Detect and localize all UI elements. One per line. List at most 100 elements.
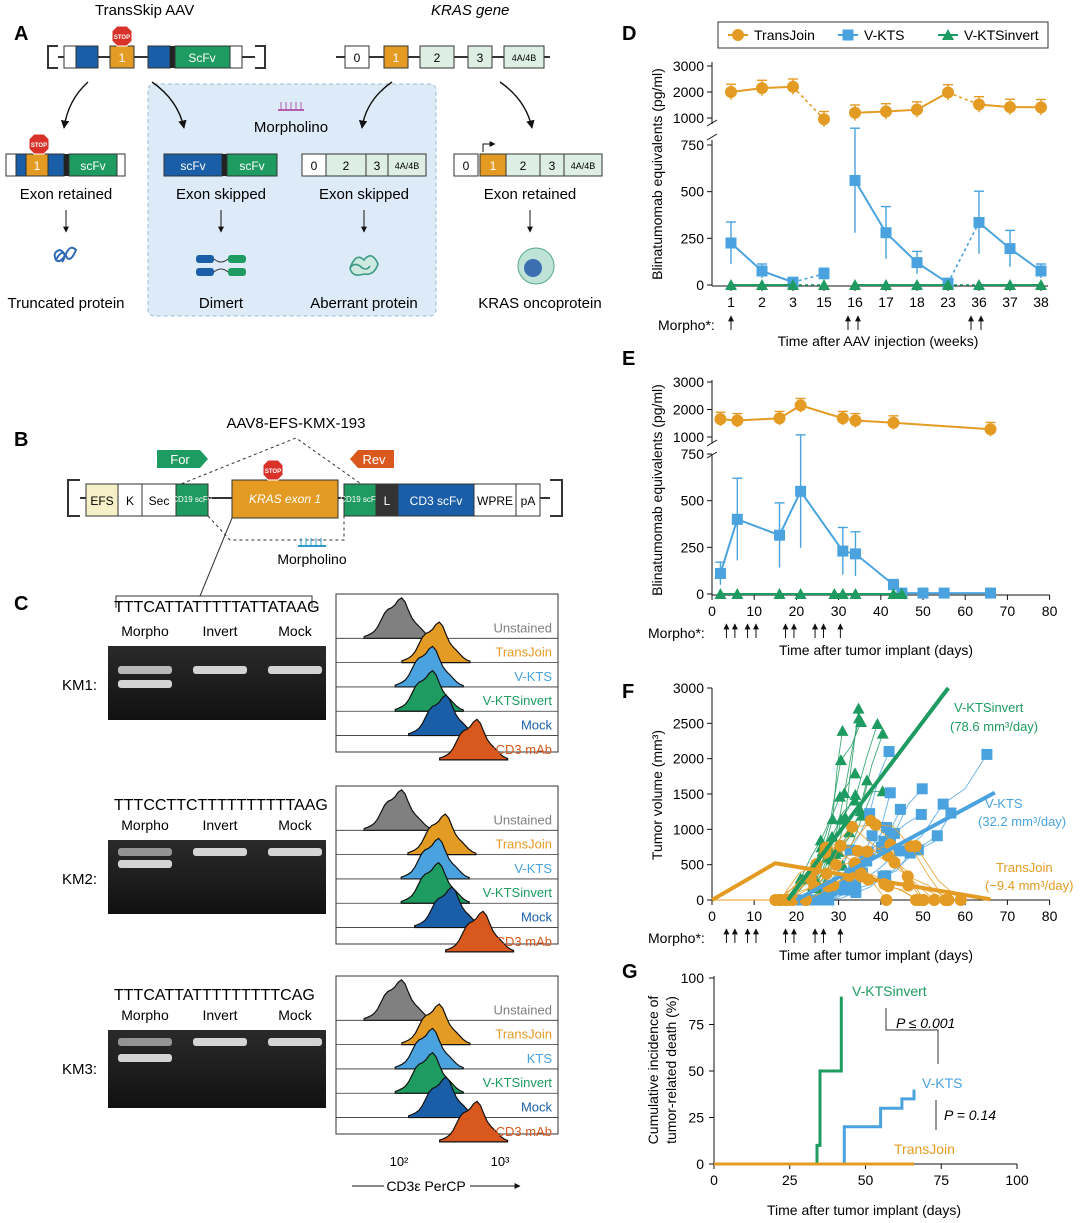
x-tick-label: 20 (789, 603, 805, 619)
seg-l: L (384, 494, 391, 508)
x-tick-label: 40 (873, 603, 889, 619)
for-primer: For (157, 450, 208, 468)
kras-oncoprotein-icon (517, 247, 555, 285)
legend-box (717, 21, 1049, 49)
svg-text:4A/4B: 4A/4B (395, 161, 420, 171)
gel-band (268, 1038, 322, 1046)
sequence-3: TTTCATTATTTTTTTTTCAG (114, 987, 315, 1004)
series-line-V-KTS (854, 179, 949, 284)
point-TransJoin (725, 86, 737, 98)
y-tick-label: 3000 (673, 680, 704, 696)
y-tick-label: 500 (681, 857, 705, 873)
fit-line-vkts (795, 790, 996, 902)
tumor-point (852, 712, 865, 724)
y-tick-label: 250 (681, 230, 705, 246)
x-tick-label: 30 (831, 908, 847, 924)
fit-rate-transjoin: (−9.4 mm³/day) (985, 878, 1074, 893)
x-tick-label: 36 (971, 294, 987, 310)
point-TransJoin (849, 106, 861, 119)
x-tick-label: 75 (933, 1172, 949, 1188)
point-V-KTS (917, 587, 929, 599)
histogram-curve (363, 788, 433, 831)
svg-text:STOP: STOP (114, 35, 130, 41)
point-V-KTSinvert (849, 588, 862, 599)
gel-header: Invert (202, 623, 237, 639)
series-line-TransJoin (854, 91, 949, 114)
tumor-point (859, 854, 871, 866)
tumor-point (916, 894, 929, 906)
point-V-KTS (756, 265, 768, 277)
point-V-KTSinvert (880, 279, 892, 290)
histogram-label: Unstained (493, 1002, 552, 1017)
x-axis-label: Time after tumor implant (days) (779, 947, 973, 963)
point-V-KTS (849, 548, 861, 560)
histogram-label: Mock (521, 718, 553, 733)
axis-break (706, 133, 718, 141)
point-V-KTSinvert (714, 588, 727, 599)
stat-label-1: P ≤ 0.001 (896, 1015, 955, 1031)
km-label-vktsinvert: V-KTSinvert (852, 983, 927, 999)
x-tick-label: 18 (909, 294, 925, 310)
gel-row-label: KM1: (62, 677, 97, 694)
x-tick-label: 0 (708, 908, 716, 924)
point-V-KTS (714, 567, 726, 579)
panel-label-d: D (622, 23, 636, 45)
series-gap-TransJoin (792, 86, 825, 120)
point-V-KTS (795, 485, 807, 497)
svg-text:0: 0 (311, 159, 318, 173)
col2-dimert: scFv scFv Exon skipped Dimert (163, 153, 278, 312)
tumor-point (833, 790, 846, 802)
morpho-label: Morpho*: (648, 625, 705, 641)
point-TransJoin (818, 113, 830, 126)
flow-xlabel: CD3ε PerCP (386, 1178, 465, 1194)
point-TransJoin (973, 98, 985, 111)
panel-label-g: G (622, 961, 638, 983)
gel-band (268, 666, 322, 674)
x-tick-label: 2 (758, 294, 766, 310)
x-tick-label: 70 (1000, 603, 1016, 619)
gel-band (118, 1054, 172, 1062)
y-axis-label: Blinatumomab equivalents (pg/ml) (649, 384, 665, 596)
gel-row-label: KM3: (62, 1061, 97, 1078)
svg-text:4A/4B: 4A/4B (571, 161, 596, 171)
y-tick-label: 3000 (673, 374, 704, 390)
tumor-point (945, 807, 957, 819)
tumor-point (821, 886, 833, 898)
legend-marker (842, 29, 854, 41)
gel-band (118, 680, 172, 688)
histogram-curve (444, 910, 515, 953)
histogram-label: V-KTSinvert (483, 1075, 553, 1090)
x-tick-label: 50 (915, 908, 931, 924)
y-axis-label: Blinatumomab equivalents (pg/ml) (649, 68, 665, 280)
tumor-point (876, 727, 889, 739)
point-V-KTSinvert (849, 279, 861, 290)
y-tick-label: 250 (681, 539, 705, 555)
panel-b: B AAV8-EFS-KMX-193 For Rev EFS K Sec CD1… (14, 415, 563, 597)
svg-text:3: 3 (374, 159, 381, 173)
x-tick-label: 16 (847, 294, 863, 310)
y-tick-label: 0 (696, 277, 704, 293)
svg-text:Rev: Rev (362, 452, 386, 467)
histogram-curve (438, 718, 509, 761)
tumor-point (880, 894, 893, 906)
fit-label-transjoin: TransJoin (996, 860, 1053, 875)
y-tick-label: 1000 (673, 429, 704, 445)
gel-band (193, 848, 247, 856)
gel-header: Morpho (121, 817, 169, 833)
histogram-label: αCD3 mAb (488, 742, 552, 757)
svg-text:2: 2 (520, 159, 527, 173)
point-TransJoin (773, 412, 786, 425)
histogram-group: Unstained TransJoin V-KTS V-KTSinvert Mock αC… (335, 593, 559, 1143)
svg-text:STOP: STOP (265, 469, 281, 475)
x-tick-label: 0 (708, 603, 716, 619)
gel-header: Invert (202, 817, 237, 833)
y-tick-label: 25 (688, 1110, 704, 1126)
gel-band (193, 666, 247, 674)
fit-label-vkts: V-KTS (985, 796, 1023, 811)
y-tick-label: 500 (681, 493, 705, 509)
tumor-point (954, 894, 967, 906)
svg-text:scFv: scFv (80, 159, 105, 173)
histogram-label: αCD3 mAb (488, 934, 552, 949)
x-tick-label: 38 (1033, 294, 1049, 310)
